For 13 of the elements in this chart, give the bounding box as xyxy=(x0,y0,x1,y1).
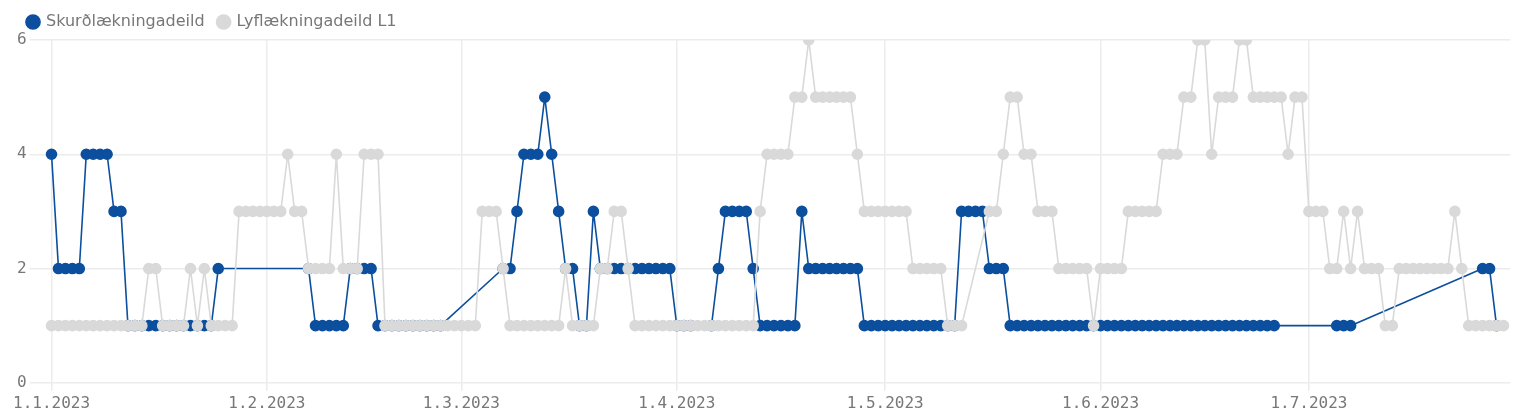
x-tick-label: 1.4.2023 xyxy=(638,392,716,412)
y-tick-label: 4 xyxy=(16,143,27,163)
y-tick-label: 6 xyxy=(16,29,27,49)
y-tick-label: 2 xyxy=(16,257,27,277)
x-tick-label: 1.1.2023 xyxy=(13,392,91,412)
x-tick-label: 1.7.2023 xyxy=(1270,392,1348,412)
x-tick-label: 1.6.2023 xyxy=(1061,392,1140,412)
y-tick-label: 0 xyxy=(16,371,27,391)
legend-label: Lyflækningadeild L1 xyxy=(236,11,397,31)
legend-label: Skurðlækningadeild xyxy=(46,11,205,31)
x-tick-label: 1.5.2023 xyxy=(846,392,924,412)
x-tick-label: 1.3.2023 xyxy=(422,392,500,412)
x-tick-label: 1.2.2023 xyxy=(228,392,306,412)
